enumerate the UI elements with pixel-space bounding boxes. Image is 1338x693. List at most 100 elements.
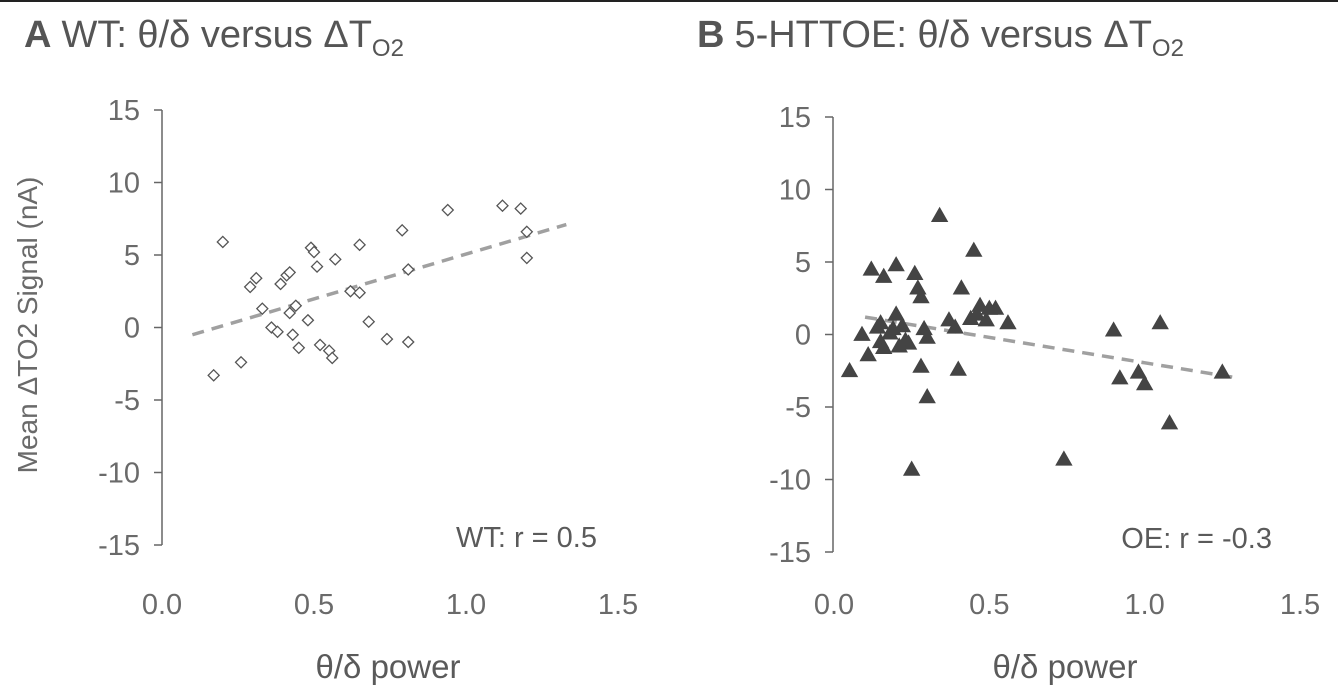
wt-data-point	[401, 335, 415, 349]
wt-data-point	[292, 341, 306, 355]
oe-data-point	[887, 305, 905, 321]
oe-data-point	[912, 287, 930, 304]
oe-data-point	[971, 296, 989, 312]
wt-data-point	[234, 355, 248, 369]
wt-data-point	[207, 368, 221, 382]
wt-data-point	[325, 351, 339, 365]
wt-x-tick-label: 0.0	[142, 589, 182, 621]
oe-data-point	[946, 318, 964, 334]
oe-data-point	[999, 314, 1017, 330]
wt-data-point	[310, 260, 324, 274]
wt-data-point	[249, 271, 263, 285]
oe-data-point	[902, 460, 921, 476]
oe-y-tick-label: -10	[769, 465, 811, 497]
oe-data-point	[952, 279, 971, 295]
wt-trend-line	[191, 222, 567, 337]
wt-data-point	[380, 332, 394, 346]
oe-x-axis-title: θ/δ power	[993, 648, 1138, 685]
oe-data-point	[1151, 314, 1169, 330]
oe-y-tick-label: 15	[779, 102, 811, 134]
oe-data-point	[1055, 450, 1073, 466]
wt-y-tick-label: 15	[108, 95, 140, 127]
wt-data-point	[313, 338, 327, 352]
chart-wt: 15 10 5 0 -5 -10 -150.0 0.5 1.0 1.5 θ/δ power Mean …	[12, 95, 638, 685]
oe-data-point	[949, 360, 967, 376]
wt-data-point	[514, 202, 528, 216]
oe-data-point	[853, 325, 871, 341]
wt-data-point	[271, 325, 284, 339]
panel-a-title-subscript: O2	[371, 35, 404, 62]
oe-x-tick-label: 1.5	[1280, 589, 1320, 621]
wt-data-point	[344, 284, 357, 298]
wt-y-tick-label: 10	[108, 168, 140, 200]
wt-data-point	[301, 313, 315, 327]
panel-b-title-subscript: O2	[1151, 35, 1184, 62]
oe-y-tick-label: 10	[779, 175, 811, 207]
wt-data-point	[307, 245, 321, 259]
oe-correlation-annotation: OE: r = -0.3	[1121, 523, 1272, 555]
oe-data-point	[862, 260, 880, 276]
wt-data-point	[243, 280, 257, 294]
oe-data-point	[840, 361, 859, 378]
oe-data-point	[968, 305, 986, 321]
oe-data-point	[909, 279, 927, 295]
panel-b-title: B 5-HTTOE: θ/δ versus ΔTO2	[697, 14, 1184, 63]
oe-data-point	[930, 206, 949, 223]
wt-data-point	[328, 252, 342, 266]
oe-data-point	[887, 256, 905, 272]
wt-correlation-annotation: WT: r = 0.5	[456, 522, 597, 554]
chart-oe: 15 10 5 0 -5 -10 -150.0 0.5 1.0 1.5 θ/δ power OE: r…	[769, 102, 1320, 685]
wt-data-point	[353, 238, 367, 252]
wt-y-tick-label: -10	[98, 458, 140, 490]
wt-data-point	[395, 223, 409, 237]
oe-data-point	[977, 311, 995, 327]
oe-data-point	[906, 264, 924, 281]
top-border-line	[0, 0, 1338, 2]
panel-a-letter: A	[24, 14, 52, 56]
wt-x-tick-label: 1.0	[446, 589, 486, 621]
oe-x-tick-label: 1.0	[1125, 589, 1165, 621]
panel-b-title-text: 5-HTTOE: θ/δ versus ΔT	[734, 14, 1152, 56]
wt-y-tick-label: 5	[124, 240, 140, 272]
wt-data-point	[286, 328, 300, 342]
panel-b-letter: B	[697, 14, 725, 56]
oe-data-point	[965, 241, 983, 257]
wt-data-point	[283, 265, 297, 279]
wt-data-point	[283, 306, 297, 320]
oe-x-tick-label: 0.5	[969, 589, 1009, 621]
oe-data-point	[918, 328, 936, 344]
wt-x-tick-label: 1.5	[598, 589, 638, 621]
oe-data-point	[1135, 374, 1154, 391]
oe-data-point	[912, 357, 930, 373]
oe-y-tick-label: 0	[795, 320, 811, 352]
wt-data-point	[441, 203, 455, 217]
wt-data-point	[520, 225, 534, 239]
oe-data-point	[1104, 321, 1123, 337]
panel-a-title-text: WT: θ/δ versus ΔT	[61, 14, 372, 56]
wt-y-tick-label: 0	[124, 313, 140, 345]
oe-y-tick-label: -5	[785, 392, 811, 424]
wt-y-axis-title: Mean ΔTO2 Signal (nA)	[12, 177, 43, 474]
oe-data-point	[893, 316, 912, 333]
oe-data-point	[899, 334, 918, 350]
wt-data-point	[496, 199, 509, 213]
oe-y-tick-label: -15	[769, 537, 811, 569]
wt-y-tick-label: -5	[114, 385, 140, 417]
oe-y-tick-label: 5	[795, 247, 811, 279]
wt-y-tick-label: -15	[98, 530, 140, 562]
wt-data-point	[289, 299, 303, 313]
oe-data-point	[875, 338, 893, 354]
oe-data-point	[875, 267, 893, 283]
panel-a-title: A WT: θ/δ versus ΔTO2	[24, 14, 404, 63]
wt-data-point	[362, 315, 376, 329]
oe-data-point	[1111, 369, 1129, 385]
wt-data-point	[255, 302, 269, 316]
wt-x-tick-label: 0.5	[294, 589, 334, 621]
wt-data-point	[274, 277, 287, 291]
oe-x-tick-label: 0.0	[814, 589, 854, 621]
wt-x-axis-title: θ/δ power	[316, 648, 461, 685]
oe-data-point	[918, 388, 936, 404]
wt-data-point	[216, 235, 230, 249]
wt-data-point	[353, 286, 367, 300]
